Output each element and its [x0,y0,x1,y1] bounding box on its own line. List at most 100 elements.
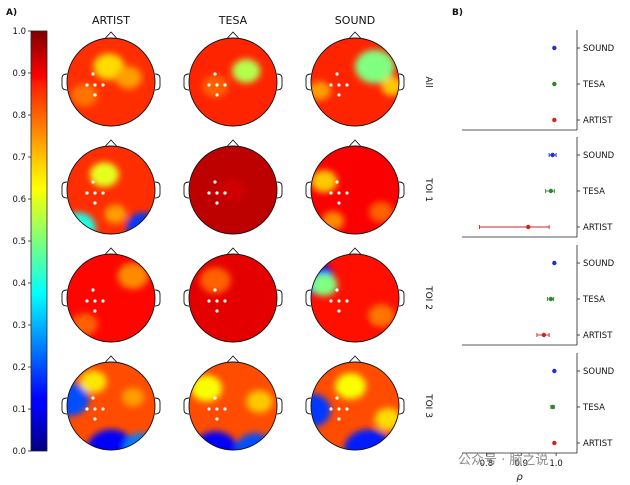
topomap-region [219,178,247,202]
topomap-region [368,304,395,327]
topomap-tesa-toi1 [183,139,283,235]
electrode-marker [213,396,217,400]
nose-icon [226,139,240,147]
electrode-marker [329,83,333,87]
left-ear-icon [61,73,68,91]
topomap-region [246,390,273,413]
colorbar-tick-label: 0.7 [12,153,26,163]
topomap-sound-toi3 [305,355,405,451]
left-ear-icon [183,73,190,91]
row-label: TOI 1 [423,177,433,202]
electrode-marker [91,288,95,292]
head-outline [66,37,156,127]
electrode-marker [85,83,89,87]
head-outline [188,361,278,451]
electrode-marker [93,83,97,87]
topomap-region [115,66,142,89]
right-ear-icon [154,73,161,91]
electrode-marker [213,288,217,292]
electrode-marker [91,180,95,184]
dotplot-method-label: SOUND [583,44,615,54]
left-ear-icon [305,181,312,199]
row-label: All [423,76,433,87]
nose-icon [104,139,118,147]
electrode-marker [329,407,333,411]
electrode-marker [215,299,219,303]
topomap-region [369,201,394,223]
electrode-marker [345,191,349,195]
electrode-marker [223,299,227,303]
topomap-region [117,262,149,290]
topomap-artist-toi2 [61,247,161,343]
electrode-marker [335,72,339,76]
data-point [550,404,555,410]
electrode-marker [337,299,341,303]
dotplot-method-label: SOUND [583,151,615,161]
head-outline [188,145,278,235]
nose-icon [348,355,362,363]
data-point [548,296,554,302]
head-outline [66,253,156,343]
right-ear-icon [398,289,405,307]
topomap-region [200,267,231,294]
topomap-sound-toi1 [305,139,405,235]
topomap-tesa-toi2 [183,247,283,343]
data-point [552,117,557,123]
electrode-marker [207,83,211,87]
head-outline [310,145,400,235]
topomap-region [89,162,119,187]
head-outline [310,361,400,451]
right-ear-icon [276,181,283,199]
topomap-region [311,273,338,297]
topomap-artist-toi1 [61,139,161,235]
electrode-marker [223,191,227,195]
colorbar-tick-label: 1.0 [12,27,26,37]
topomap-tesa-all [183,31,283,127]
dotplot-method-label: ARTIST [583,331,613,341]
right-ear-icon [398,73,405,91]
topomap-region [235,433,275,450]
colorbar-tick-label: 0.5 [12,237,26,247]
electrode-marker [93,299,97,303]
data-point [552,81,557,87]
nose-icon [226,31,240,39]
topomap-region [322,211,344,231]
electrode-marker [345,407,349,411]
colorbar-tick-label: 0.0 [12,447,26,457]
electrode-marker [337,93,341,97]
dotplot-xtick-label: 0.8 [480,459,494,469]
dotplot-xtick-label: 1.0 [549,459,563,469]
electrode-marker [93,191,97,195]
right-ear-icon [276,73,283,91]
topomap-region [71,83,98,107]
electrode-marker [335,396,339,400]
electrode-marker [337,83,341,87]
dotplot-method-label: ARTIST [583,223,613,233]
topomap-artist-all [61,31,161,127]
colorbar-tick-label: 0.6 [12,195,26,205]
electrode-marker [207,191,211,195]
right-ear-icon [154,181,161,199]
left-ear-icon [61,181,68,199]
topomap-region [381,77,399,96]
right-ear-icon [276,397,283,415]
colorbar-tick-label: 0.9 [12,69,26,79]
topomap-region [232,59,261,83]
head-outline [188,253,278,343]
dotplot-method-label: TESA [582,187,605,197]
left-ear-icon [61,289,68,307]
left-ear-icon [305,73,312,91]
right-ear-icon [154,397,161,415]
head-outline [188,37,278,127]
topomap-region [80,370,107,394]
data-point [526,224,531,230]
electrode-marker [335,180,339,184]
data-point [552,45,557,51]
electrode-marker [93,417,97,421]
topomap-sound-all [305,31,405,127]
dotplot-method-label: TESA [582,295,605,305]
left-ear-icon [305,289,312,307]
electrode-marker [101,191,105,195]
data-point [541,332,547,338]
